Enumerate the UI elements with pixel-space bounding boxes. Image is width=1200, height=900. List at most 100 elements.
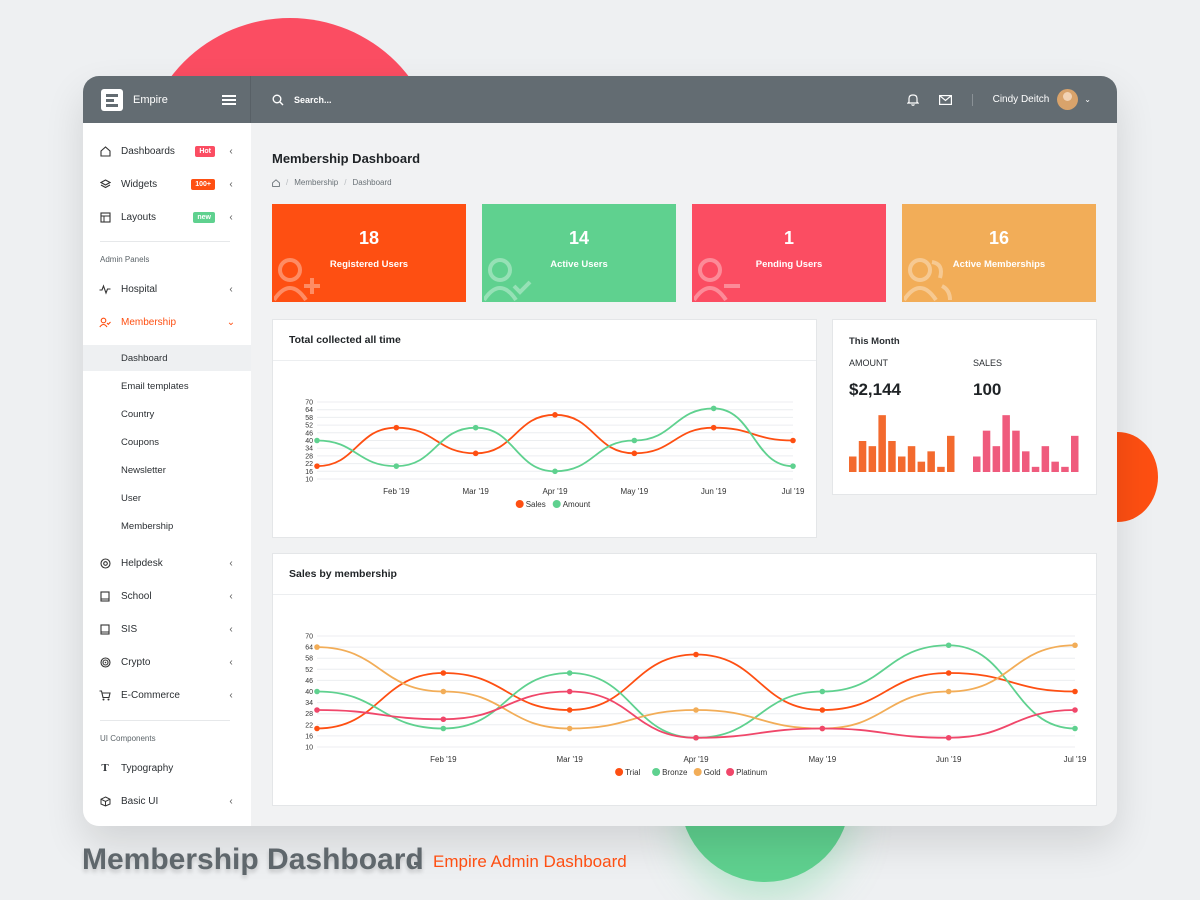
bar[interactable] — [868, 446, 877, 472]
sidebar-item-dashboards[interactable]: Dashboards Hot ‹ — [83, 141, 251, 161]
data-point[interactable] — [472, 424, 479, 431]
search-input[interactable]: Search... — [294, 94, 332, 105]
bar[interactable] — [907, 446, 916, 472]
stat-card-registered[interactable]: 18 Registered Users — [272, 204, 466, 302]
sidebar-item-helpdesk[interactable]: Helpdesk ‹ — [83, 553, 251, 573]
data-point[interactable] — [945, 688, 952, 695]
data-point[interactable] — [710, 424, 717, 431]
user-name[interactable]: Cindy Deitch — [992, 94, 1050, 105]
data-point[interactable] — [819, 707, 826, 713]
data-point[interactable] — [1072, 642, 1078, 649]
data-point[interactable] — [693, 651, 699, 658]
stat-card-pending[interactable]: 1 Pending Users — [692, 204, 886, 302]
stat-card-active[interactable]: 14 Active Users — [482, 204, 676, 302]
sidebar-item-ecommerce[interactable]: E-Commerce ‹ — [83, 685, 251, 705]
data-point[interactable] — [819, 688, 826, 695]
data-point[interactable] — [566, 688, 573, 695]
avatar[interactable] — [1057, 89, 1079, 110]
sidebar-item-typography[interactable]: T Typography — [83, 758, 251, 778]
sidebar-item-sis[interactable]: SIS ‹ — [83, 619, 251, 639]
data-point[interactable] — [693, 734, 699, 741]
bar[interactable] — [973, 456, 981, 473]
data-point[interactable] — [314, 463, 320, 469]
data-point[interactable] — [945, 670, 952, 676]
data-point[interactable] — [1072, 688, 1078, 695]
data-point[interactable] — [1072, 725, 1078, 732]
submenu-item-email-templates[interactable]: Email templates — [121, 380, 189, 392]
data-point[interactable] — [393, 424, 400, 431]
chevron-down-icon[interactable]: ⌄ — [1084, 95, 1091, 104]
bar[interactable] — [1041, 446, 1050, 472]
data-point[interactable] — [440, 688, 447, 695]
data-point[interactable] — [566, 725, 573, 732]
bar[interactable] — [982, 430, 991, 472]
submenu-item-user[interactable]: User — [121, 492, 142, 504]
submenu-item-coupons[interactable]: Coupons — [121, 436, 160, 448]
data-point[interactable] — [440, 670, 447, 676]
bar[interactable] — [937, 466, 945, 472]
bar[interactable] — [947, 435, 955, 472]
submenu-item-newsletter[interactable]: Newsletter — [121, 464, 166, 476]
submenu-item-country[interactable]: Country — [121, 408, 155, 420]
legend-label[interactable]: Trial — [625, 768, 640, 777]
bar[interactable] — [1071, 435, 1079, 472]
legend-label[interactable]: Sales — [526, 500, 546, 509]
data-point[interactable] — [819, 725, 826, 732]
bar[interactable] — [1022, 451, 1030, 472]
bar[interactable] — [858, 441, 867, 472]
sidebar-item-widgets[interactable]: Widgets 100+ ‹ — [83, 174, 251, 194]
sidebar-item-basic-ui[interactable]: Basic UI ‹ — [83, 791, 251, 811]
search-bar[interactable]: Search... — [272, 94, 897, 106]
data-point[interactable] — [552, 468, 558, 475]
sidebar-item-school[interactable]: School ‹ — [83, 586, 251, 606]
bell-icon[interactable] — [906, 93, 919, 106]
sidebar-item-hospital[interactable]: Hospital ‹ — [83, 279, 251, 299]
data-point[interactable] — [790, 437, 796, 444]
data-point[interactable] — [710, 405, 717, 412]
data-point[interactable] — [314, 688, 320, 695]
legend-label[interactable]: Gold — [704, 768, 721, 777]
bar[interactable] — [1012, 430, 1020, 472]
data-point[interactable] — [314, 437, 320, 444]
data-point[interactable] — [945, 642, 952, 649]
legend-label[interactable]: Amount — [563, 500, 591, 509]
menu-toggle-icon[interactable] — [222, 94, 236, 105]
submenu-item-membership[interactable]: Membership — [121, 520, 174, 532]
bar[interactable] — [898, 456, 906, 473]
bar[interactable] — [992, 446, 1001, 472]
bar[interactable] — [1031, 466, 1040, 472]
data-point[interactable] — [314, 725, 320, 732]
data-point[interactable] — [693, 707, 699, 713]
sidebar-item-membership[interactable]: Membership ⌄ — [83, 312, 251, 332]
bar[interactable] — [1051, 461, 1059, 472]
sidebar-item-layouts[interactable]: Layouts new ‹ — [83, 207, 251, 227]
data-point[interactable] — [631, 437, 638, 444]
data-point[interactable] — [440, 716, 447, 723]
data-point[interactable] — [314, 707, 320, 713]
data-point[interactable] — [440, 725, 447, 732]
submenu-item-dashboard[interactable]: Dashboard — [83, 345, 251, 371]
legend-label[interactable]: Bronze — [662, 768, 688, 777]
legend-label[interactable]: Platinum — [736, 768, 767, 777]
data-point[interactable] — [472, 450, 479, 457]
bar[interactable] — [849, 456, 857, 473]
bar[interactable] — [927, 451, 935, 472]
breadcrumb-item[interactable]: Membership — [294, 178, 339, 187]
data-point[interactable] — [393, 463, 400, 469]
data-point[interactable] — [314, 644, 320, 650]
data-point[interactable] — [552, 412, 558, 418]
bar[interactable] — [878, 415, 886, 472]
data-point[interactable] — [566, 707, 573, 713]
bar[interactable] — [917, 461, 926, 472]
data-point[interactable] — [790, 463, 796, 469]
mail-icon[interactable] — [938, 94, 952, 105]
data-point[interactable] — [631, 450, 638, 457]
data-point[interactable] — [566, 670, 573, 676]
bar[interactable] — [1002, 415, 1010, 472]
stat-card-memberships[interactable]: 16 Active Memberships — [902, 204, 1096, 302]
sidebar-item-crypto[interactable]: Crypto ‹ — [83, 652, 251, 672]
data-point[interactable] — [1072, 707, 1078, 713]
bar[interactable] — [1061, 466, 1069, 472]
bar[interactable] — [888, 441, 896, 472]
data-point[interactable] — [945, 734, 952, 741]
